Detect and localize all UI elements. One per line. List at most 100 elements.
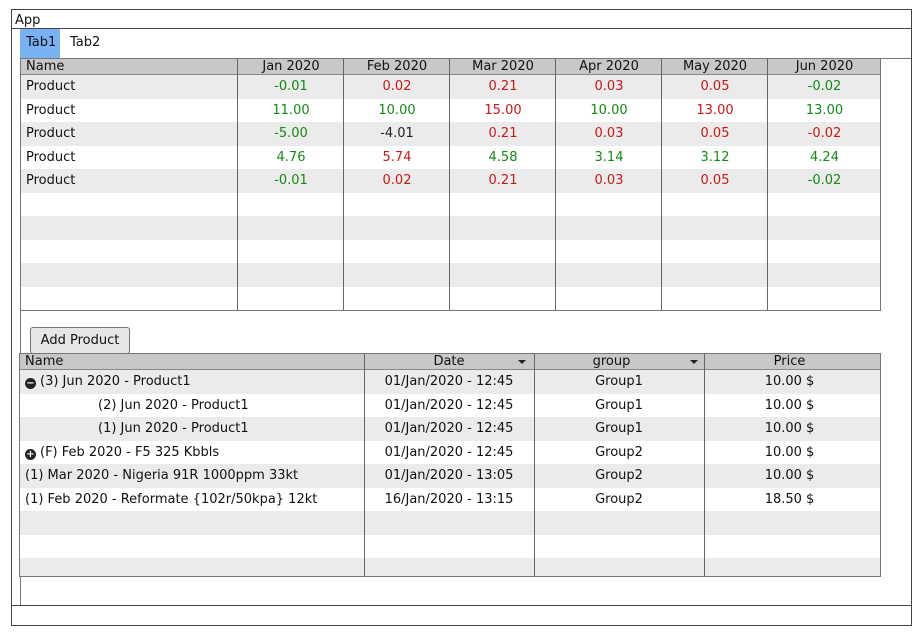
- value-cell: -0.01: [274, 173, 308, 188]
- value-cell: 0.03: [594, 126, 624, 141]
- table-row[interactable]: − (3) Jun 2020 - Product1 01/Jan/2020 - 12…: [20, 370, 880, 394]
- table-row[interactable]: (2) Jun 2020 - Product1 01/Jan/2020 - 12:…: [20, 394, 880, 418]
- minus-circle-icon[interactable]: −: [25, 378, 36, 389]
- value-cell: -0.02: [807, 126, 842, 141]
- column-divider: [364, 354, 365, 576]
- table-row[interactable]: (1) Mar 2020 - Nigeria 91R 1000ppm 33kt 0…: [20, 464, 880, 488]
- group-cell: Group1: [595, 421, 643, 436]
- empty-table-row[interactable]: [21, 263, 880, 287]
- value-cell: 3.14: [594, 149, 624, 165]
- empty-table-row[interactable]: [21, 193, 880, 217]
- table-row[interactable]: Product -0.01 0.02 0.21 0.03 0.05 -0.02: [21, 75, 880, 99]
- column-header-jun[interactable]: Jun 2020: [795, 59, 854, 74]
- column-header-apr[interactable]: Apr 2020: [579, 59, 639, 74]
- tab-1[interactable]: Tab1: [20, 29, 60, 58]
- date-cell: 16/Jan/2020 - 13:15: [384, 491, 514, 507]
- price-cell: 10.00 $: [764, 421, 815, 436]
- value-cell: 5.74: [382, 149, 412, 165]
- chevron-down-icon[interactable]: [518, 360, 526, 364]
- value-cell: -5.00: [274, 126, 308, 141]
- tree-item-name: + (F) Feb 2020 - F5 325 Kbbls: [25, 441, 219, 465]
- table-row[interactable]: (1) Feb 2020 - Reformate {102r/50kpa} 12…: [20, 488, 880, 512]
- tree-item-label: (1) Jun 2020 - Product1: [98, 421, 249, 436]
- detail-table: Name Date group Price − (3) Jun 2020 - Pr…: [19, 353, 881, 577]
- value-cell: 10.00: [590, 102, 628, 118]
- value-cell: -0.02: [807, 173, 842, 188]
- table-row[interactable]: + (F) Feb 2020 - F5 325 Kbbls 01/Jan/2020 …: [20, 441, 880, 465]
- add-product-button[interactable]: Add Product: [30, 327, 130, 354]
- tab-2[interactable]: Tab2: [70, 35, 101, 50]
- value-cell: 4.76: [276, 149, 306, 165]
- column-divider: [343, 59, 344, 310]
- product-name-cell: Product: [26, 79, 76, 94]
- tree-item-label: (3) Jun 2020 - Product1: [40, 374, 191, 389]
- value-cell: 0.05: [700, 173, 730, 188]
- chevron-down-icon[interactable]: [690, 360, 698, 364]
- product-name-cell: Product: [26, 149, 76, 165]
- value-cell: 0.02: [382, 79, 412, 94]
- status-bar: [12, 605, 911, 625]
- tree-item-name: − (3) Jun 2020 - Product1: [25, 370, 191, 394]
- value-cell: 0.21: [488, 173, 518, 188]
- group-cell: Group2: [595, 468, 643, 483]
- product-name-cell: Product: [26, 102, 76, 118]
- empty-table-row[interactable]: [21, 216, 880, 240]
- column-header-jan[interactable]: Jan 2020: [262, 59, 320, 74]
- detail-table-header: Name Date group Price: [20, 354, 880, 370]
- empty-table-row[interactable]: [21, 240, 880, 264]
- tree-item-name: (1) Feb 2020 - Reformate {102r/50kpa} 12…: [25, 488, 317, 512]
- column-divider: [237, 59, 238, 310]
- value-cell: 0.05: [700, 79, 730, 94]
- price-cell: 18.50 $: [764, 491, 815, 507]
- empty-table-row[interactable]: [20, 558, 880, 576]
- value-cell: 0.03: [594, 173, 624, 188]
- price-cell: 10.00 $: [764, 397, 815, 413]
- date-cell: 01/Jan/2020 - 12:45: [384, 444, 514, 460]
- value-cell: 15.00: [484, 102, 522, 118]
- value-cell: 4.24: [810, 149, 839, 165]
- value-cell: 4.58: [488, 149, 518, 165]
- empty-table-row[interactable]: [20, 511, 880, 535]
- column-divider: [661, 59, 662, 310]
- empty-table-row[interactable]: [21, 287, 880, 311]
- date-cell: 01/Jan/2020 - 12:45: [384, 397, 514, 413]
- column-divider: [555, 59, 556, 310]
- value-cell: 0.21: [488, 79, 518, 94]
- column-header-mar[interactable]: Mar 2020: [472, 59, 534, 74]
- tree-item-label: (F) Feb 2020 - F5 325 Kbbls: [40, 444, 220, 460]
- column-header-group[interactable]: group: [592, 354, 631, 369]
- column-header-may[interactable]: May 2020: [682, 59, 748, 74]
- summary-table: Name Jan 2020 Feb 2020 Mar 2020 Apr 2020…: [20, 58, 881, 311]
- value-cell: 13.00: [805, 102, 844, 118]
- table-row[interactable]: Product -0.01 0.02 0.21 0.03 0.05 -0.02: [21, 169, 880, 193]
- column-header-feb[interactable]: Feb 2020: [366, 59, 428, 74]
- value-cell: 0.03: [594, 79, 624, 94]
- table-row[interactable]: Product 4.76 5.74 4.58 3.14 3.12 4.24: [21, 146, 880, 170]
- column-header-name[interactable]: Name: [26, 59, 65, 74]
- value-cell: 10.00: [378, 102, 416, 118]
- value-cell: -4.01: [380, 126, 414, 141]
- plus-circle-icon[interactable]: +: [25, 448, 36, 460]
- summary-table-header: Name Jan 2020 Feb 2020 Mar 2020 Apr 2020…: [21, 59, 880, 75]
- column-header-price[interactable]: Price: [773, 354, 806, 369]
- column-header-name[interactable]: Name: [25, 354, 64, 369]
- value-cell: 13.00: [696, 102, 734, 118]
- column-divider: [704, 354, 705, 576]
- column-divider: [534, 354, 535, 576]
- table-row[interactable]: Product -5.00 -4.01 0.21 0.03 0.05 -0.02: [21, 122, 880, 146]
- date-cell: 01/Jan/2020 - 12:45: [384, 421, 514, 436]
- table-row[interactable]: Product 11.00 10.00 15.00 10.00 13.00 13.00: [21, 99, 880, 123]
- value-cell: 11.00: [272, 102, 310, 118]
- tree-item-name: (1) Jun 2020 - Product1: [98, 417, 249, 441]
- app-title: App: [15, 13, 41, 28]
- price-cell: 10.00 $: [764, 374, 815, 389]
- tree-item-name: (1) Mar 2020 - Nigeria 91R 1000ppm 33kt: [25, 464, 298, 488]
- empty-table-row[interactable]: [20, 535, 880, 559]
- date-cell: 01/Jan/2020 - 13:05: [384, 468, 514, 483]
- table-row[interactable]: (1) Jun 2020 - Product1 01/Jan/2020 - 12:…: [20, 417, 880, 441]
- group-cell: Group2: [595, 444, 643, 460]
- value-cell: -0.01: [274, 79, 308, 94]
- product-name-cell: Product: [26, 126, 76, 141]
- tree-item-name: (2) Jun 2020 - Product1: [98, 394, 249, 418]
- column-header-date[interactable]: Date: [433, 354, 465, 369]
